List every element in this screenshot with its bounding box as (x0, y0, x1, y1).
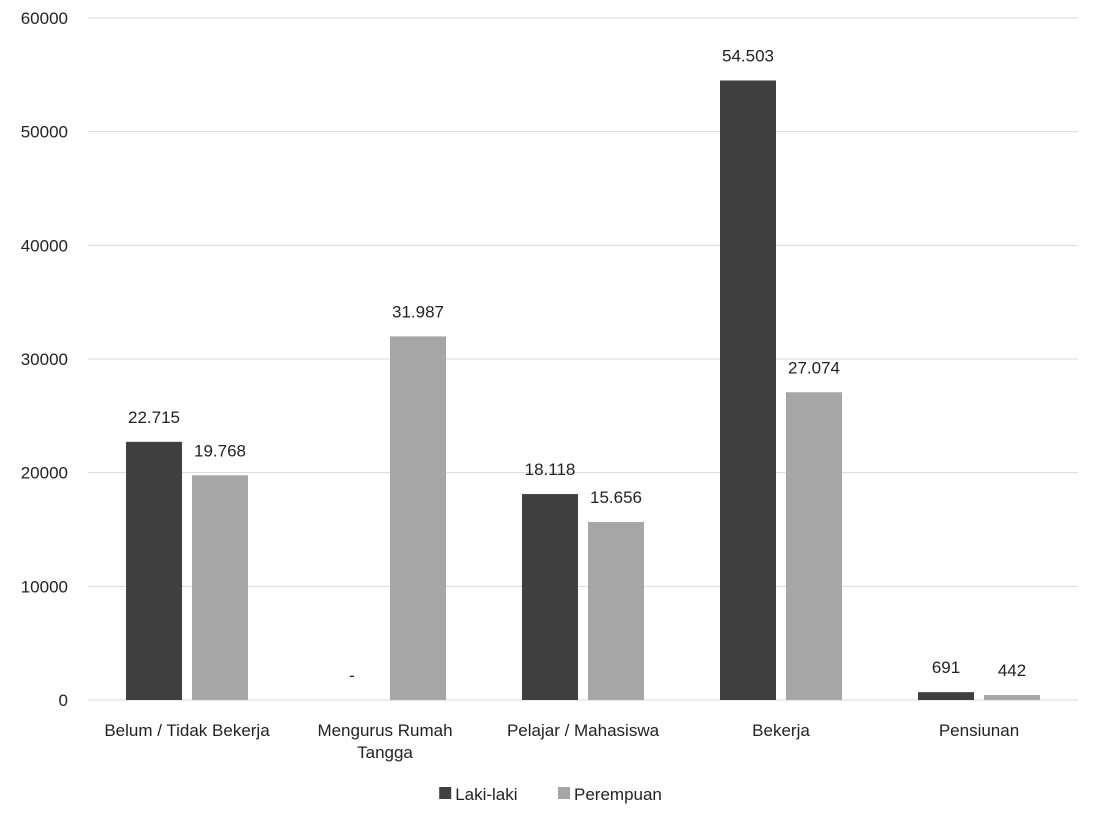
x-tick-label: Pensiunan (939, 721, 1019, 740)
data-labels-layer: 22.715 19.768 - 31.987 18.118 15.656 54.503 27.… (128, 46, 1026, 685)
bar-laki-laki (126, 441, 182, 700)
data-label: 18.118 (525, 460, 576, 479)
grid-layer (88, 17, 1078, 701)
y-tick-label: 40000 (21, 236, 68, 255)
bar-laki-laki (522, 494, 578, 700)
data-label: 27.074 (788, 358, 840, 377)
legend-label-perempuan: Perempuan (574, 785, 662, 804)
y-tick-label: 20000 (21, 464, 68, 483)
bar-perempuan (192, 475, 248, 700)
data-label: 691 (932, 658, 960, 677)
data-label: 19.768 (194, 441, 246, 460)
y-tick-label: 0 (59, 691, 68, 710)
data-label: - (349, 666, 355, 685)
data-label: 31.987 (392, 302, 444, 321)
x-tick-label: Mengurus Rumah (317, 721, 452, 740)
bar-perempuan (588, 522, 644, 700)
y-tick-label: 30000 (21, 350, 68, 369)
data-label: 22.715 (128, 408, 180, 427)
data-label: 15.656 (590, 488, 642, 507)
bar-laki-laki (720, 80, 776, 701)
legend-swatch-laki-laki (439, 787, 452, 799)
bar-perempuan (786, 392, 842, 700)
y-tick-label: 10000 (21, 577, 68, 596)
data-label: 54.503 (722, 46, 774, 65)
bar-perempuan (390, 336, 446, 700)
bar-laki-laki (918, 692, 974, 700)
legend-label-laki-laki: Laki-laki (455, 785, 517, 804)
y-tick-label: 60000 (21, 9, 68, 28)
legend-swatch-perempuan (558, 787, 570, 799)
bar-perempuan (984, 694, 1040, 700)
legend: Laki-laki Perempuan (439, 785, 662, 804)
data-label: 442 (998, 661, 1026, 680)
axis-layer: 0 10000 20000 30000 40000 50000 60000 Belum / T… (21, 9, 1019, 762)
bars-layer (126, 80, 1040, 701)
x-tick-label: Belum / Tidak Bekerja (104, 721, 270, 740)
x-tick-label: Pelajar / Mahasiswa (507, 721, 660, 740)
x-tick-label: Bekerja (752, 721, 810, 740)
y-tick-label: 50000 (21, 123, 68, 142)
x-tick-label: Tangga (357, 743, 413, 762)
